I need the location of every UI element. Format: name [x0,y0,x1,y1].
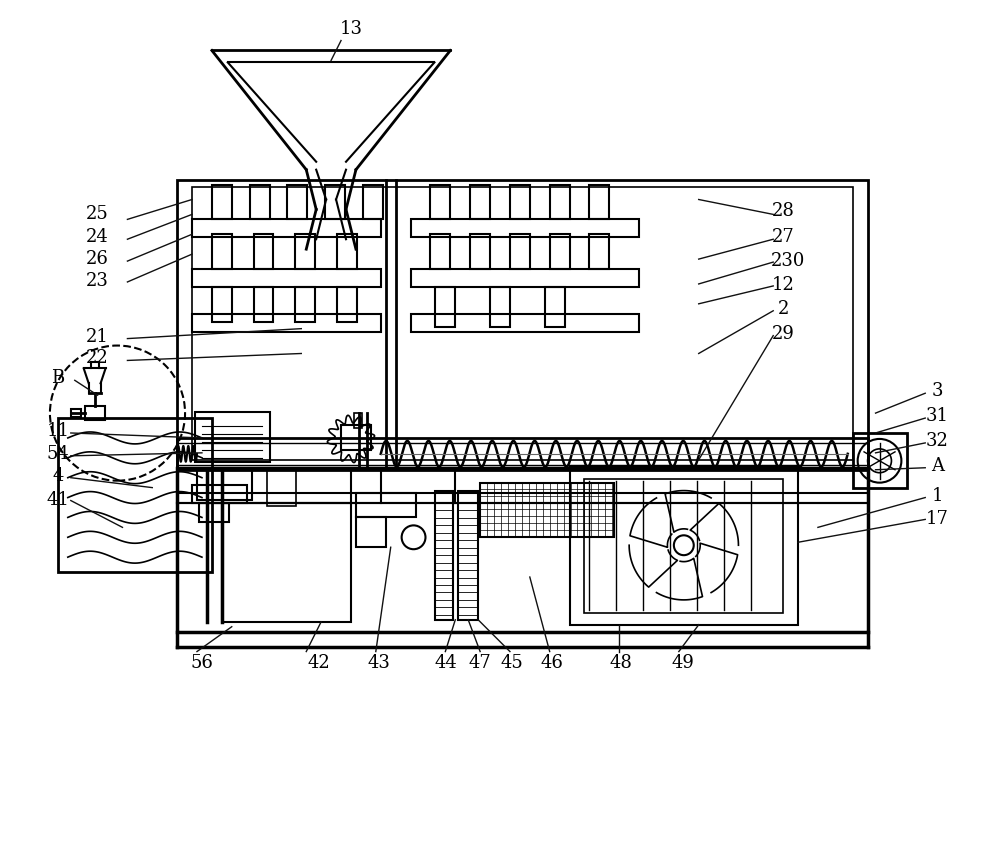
Bar [212,234,232,269]
Bar [411,269,639,287]
Bar [85,406,105,420]
Bar [589,234,609,269]
Bar [337,287,357,322]
Bar [510,234,530,269]
Text: A: A [931,456,944,474]
Bar [212,287,232,322]
Bar [411,314,639,332]
Text: 44: 44 [435,655,458,673]
Text: 17: 17 [926,511,949,529]
Text: 45: 45 [501,655,523,673]
Bar [354,413,362,428]
Bar [435,491,453,619]
Text: 230: 230 [771,252,805,270]
Bar [295,287,315,322]
Bar [192,314,381,332]
Text: 3: 3 [931,383,943,400]
Text: 26: 26 [86,251,109,268]
Bar [287,184,307,220]
Text: 43: 43 [367,655,390,673]
Bar [584,479,783,613]
Bar [325,184,345,220]
Bar [58,418,212,572]
Bar [458,491,478,619]
Bar [570,466,798,625]
Text: 31: 31 [926,407,949,425]
Text: 4: 4 [52,467,64,485]
Text: 25: 25 [86,205,109,223]
Bar [192,186,853,460]
Text: 47: 47 [469,655,492,673]
Bar [295,234,315,269]
Bar [71,409,81,417]
Text: 42: 42 [308,655,331,673]
Bar [254,287,273,322]
Bar [411,220,639,238]
Bar [250,184,270,220]
Bar [853,433,907,487]
Bar [550,184,570,220]
Bar [470,184,490,220]
Bar [490,287,510,327]
Bar [356,517,386,547]
Text: 27: 27 [772,228,795,246]
Text: B: B [51,369,65,387]
Text: 56: 56 [191,655,213,673]
Text: 46: 46 [540,655,563,673]
Bar [267,469,296,505]
Text: 1: 1 [931,486,943,505]
Bar [222,503,351,622]
Text: 54: 54 [47,444,69,462]
Text: 13: 13 [339,20,362,38]
Bar [510,184,530,220]
Bar [550,234,570,269]
Text: 23: 23 [86,272,109,290]
Bar [192,485,247,503]
Bar [192,269,381,287]
Text: 48: 48 [610,655,633,673]
Text: 28: 28 [772,202,795,221]
Bar [589,184,609,220]
Bar [545,287,565,327]
Bar [254,234,273,269]
Text: 24: 24 [86,228,109,246]
Text: 49: 49 [671,655,694,673]
Text: 21: 21 [86,328,109,346]
Text: 2: 2 [777,299,789,317]
Bar [197,469,252,499]
Bar [480,483,614,537]
Text: 32: 32 [926,432,949,450]
Text: 29: 29 [772,324,795,342]
Bar [363,184,383,220]
Bar [470,234,490,269]
Bar [192,220,381,238]
Bar [356,492,416,517]
Bar [177,179,868,468]
Text: 12: 12 [772,276,795,294]
Text: 22: 22 [86,349,109,367]
Text: 41: 41 [46,491,69,509]
Bar [341,425,371,450]
Bar [195,412,270,462]
Bar [177,468,868,631]
Bar [212,184,232,220]
Bar [337,234,357,269]
Text: 11: 11 [46,422,69,440]
Bar [430,234,450,269]
Bar [199,503,229,523]
Bar [435,287,455,327]
Bar [177,438,868,469]
Bar [430,184,450,220]
